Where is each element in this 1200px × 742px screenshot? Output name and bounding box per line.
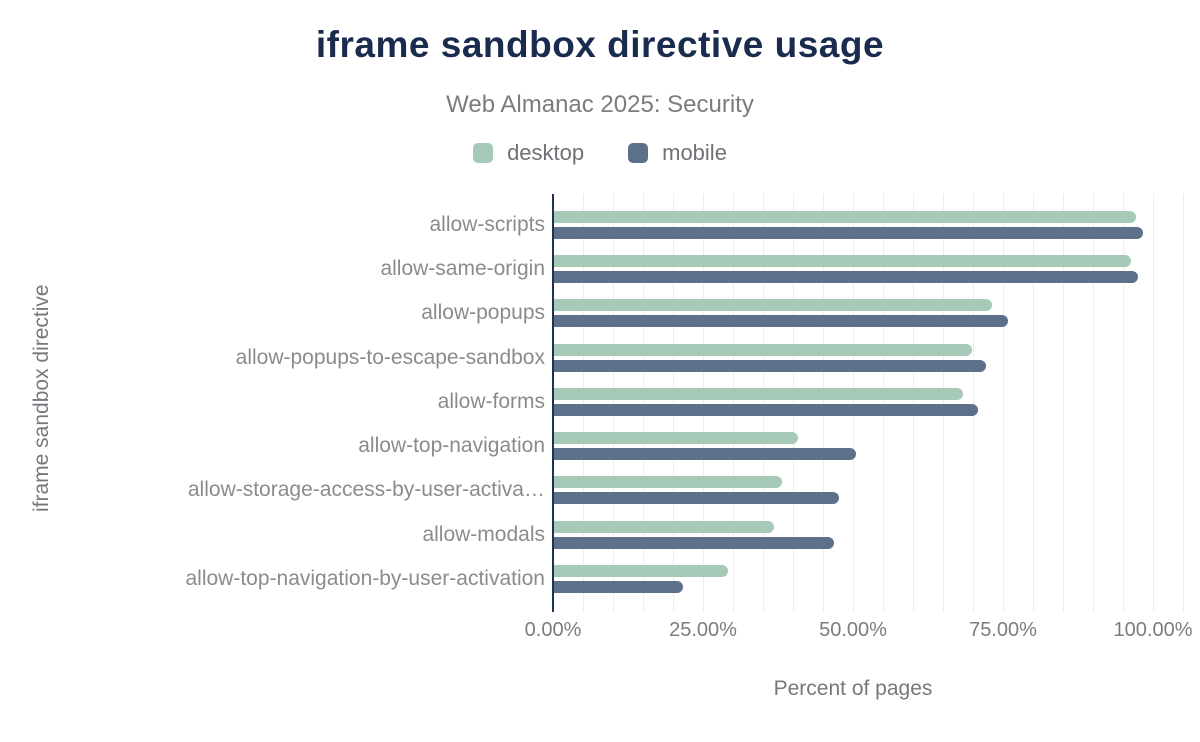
bar-mobile — [553, 315, 1008, 328]
bar-mobile — [553, 359, 987, 372]
gridline — [1063, 194, 1064, 612]
x-tick-label: 75.00% — [969, 619, 1037, 641]
gridline — [763, 194, 764, 612]
gridline — [793, 194, 794, 612]
category-label: allow-popups-to-escape-sandbox — [235, 345, 545, 369]
bar-mobile — [553, 227, 1143, 239]
bar-desktop — [553, 211, 1137, 223]
gridline — [583, 194, 584, 612]
bar-mobile — [553, 492, 839, 505]
gridline — [823, 194, 824, 612]
category-label: allow-top-navigation-by-user-activation — [185, 566, 545, 590]
x-tick-label: 100.00% — [1113, 619, 1193, 641]
bar-desktop — [553, 476, 783, 489]
bar-row — [553, 299, 1184, 328]
category-label: allow-top-navigation — [358, 434, 545, 458]
category-label: allow-storage-access-by-user-activa… — [187, 478, 545, 502]
legend-item-mobile[interactable]: mobile — [628, 140, 727, 166]
gridline — [1123, 194, 1124, 612]
gridline — [1033, 194, 1034, 612]
gridline — [1093, 194, 1094, 612]
bar-row — [553, 564, 1184, 593]
bar-desktop — [553, 387, 964, 400]
desktop-series-swatch-icon — [473, 143, 494, 163]
legend-label-mobile: mobile — [662, 140, 727, 165]
bar-desktop — [553, 255, 1131, 268]
category-label: allow-same-origin — [380, 257, 545, 281]
gridline — [853, 194, 854, 612]
x-tick-label: 25.00% — [669, 619, 737, 641]
bar-mobile — [553, 536, 835, 549]
legend: desktop mobile — [0, 140, 1200, 166]
bar-row — [553, 520, 1184, 549]
gridline — [1003, 194, 1004, 612]
page-title: iframe sandbox directive usage — [315, 24, 885, 65]
page-subtitle: Web Almanac 2025: Security — [446, 91, 754, 118]
y-axis-line — [552, 194, 554, 612]
gridline — [913, 194, 914, 612]
bar-desktop — [553, 299, 993, 312]
gridline — [643, 194, 644, 612]
bar-row — [553, 255, 1184, 284]
plot-area — [552, 194, 1184, 612]
bar-mobile — [553, 448, 856, 461]
x-axis-title: Percent of pages — [773, 677, 933, 700]
bar-desktop — [553, 343, 973, 356]
bar-desktop — [553, 564, 729, 577]
bar-mobile — [553, 403, 979, 416]
bar-row — [553, 343, 1184, 372]
bar-desktop — [553, 432, 799, 445]
bar-row — [553, 476, 1184, 505]
legend-label-desktop: desktop — [507, 140, 585, 165]
category-label: allow-modals — [422, 522, 545, 546]
gridline — [1153, 194, 1154, 612]
mobile-series-swatch-icon — [628, 143, 649, 163]
gridline — [613, 194, 614, 612]
gridline — [733, 194, 734, 612]
gridline — [703, 194, 704, 612]
category-label: allow-forms — [437, 389, 545, 413]
bar-row — [553, 211, 1184, 239]
gridline — [673, 194, 674, 612]
gridline — [883, 194, 884, 612]
gridline — [1183, 194, 1184, 612]
category-label: allow-scripts — [429, 213, 545, 236]
x-axis-ticks: 0.00% 25.00% 50.00% 75.00% 100.00% — [525, 619, 1193, 645]
x-tick-label: 0.00% — [524, 619, 582, 641]
bar-desktop — [553, 520, 774, 533]
gridline — [973, 194, 974, 612]
x-tick-label: 50.00% — [819, 619, 887, 641]
gridline — [943, 194, 944, 612]
bar-mobile — [553, 271, 1138, 284]
bar-mobile — [553, 580, 683, 593]
category-labels: allow-scripts allow-same-origin allow-popu… — [0, 194, 545, 602]
bar-row — [553, 387, 1184, 416]
bar-row — [553, 432, 1184, 461]
category-label: allow-popups — [421, 301, 545, 325]
legend-item-desktop[interactable]: desktop — [473, 140, 584, 166]
